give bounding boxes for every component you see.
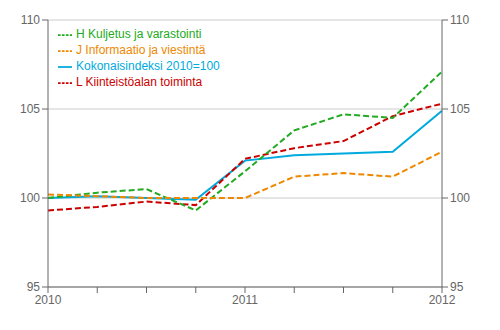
html-text:H Kuljetus ja varastointi: H Kuljetus ja varastointi: [76, 27, 202, 41]
svg-text:2010: 2010: [35, 293, 62, 307]
svg-text:105: 105: [450, 102, 470, 116]
html-text:Kokonaisindeksi 2010=100: Kokonaisindeksi 2010=100: [76, 59, 220, 73]
svg-text:100: 100: [450, 191, 470, 205]
svg-text:100: 100: [20, 191, 40, 205]
svg-text:105: 105: [20, 102, 40, 116]
svg-text:95: 95: [450, 280, 464, 294]
svg-text:2011: 2011: [232, 293, 258, 307]
svg-text:110: 110: [450, 13, 469, 27]
html-text:L Kiinteistöalan toiminta: L Kiinteistöalan toiminta: [76, 75, 203, 89]
svg-text:2012: 2012: [429, 293, 456, 307]
html-text:J Informaatio ja viestintä: J Informaatio ja viestintä: [76, 43, 206, 57]
svg-text:95: 95: [27, 280, 41, 294]
svg-text:110: 110: [21, 13, 40, 27]
